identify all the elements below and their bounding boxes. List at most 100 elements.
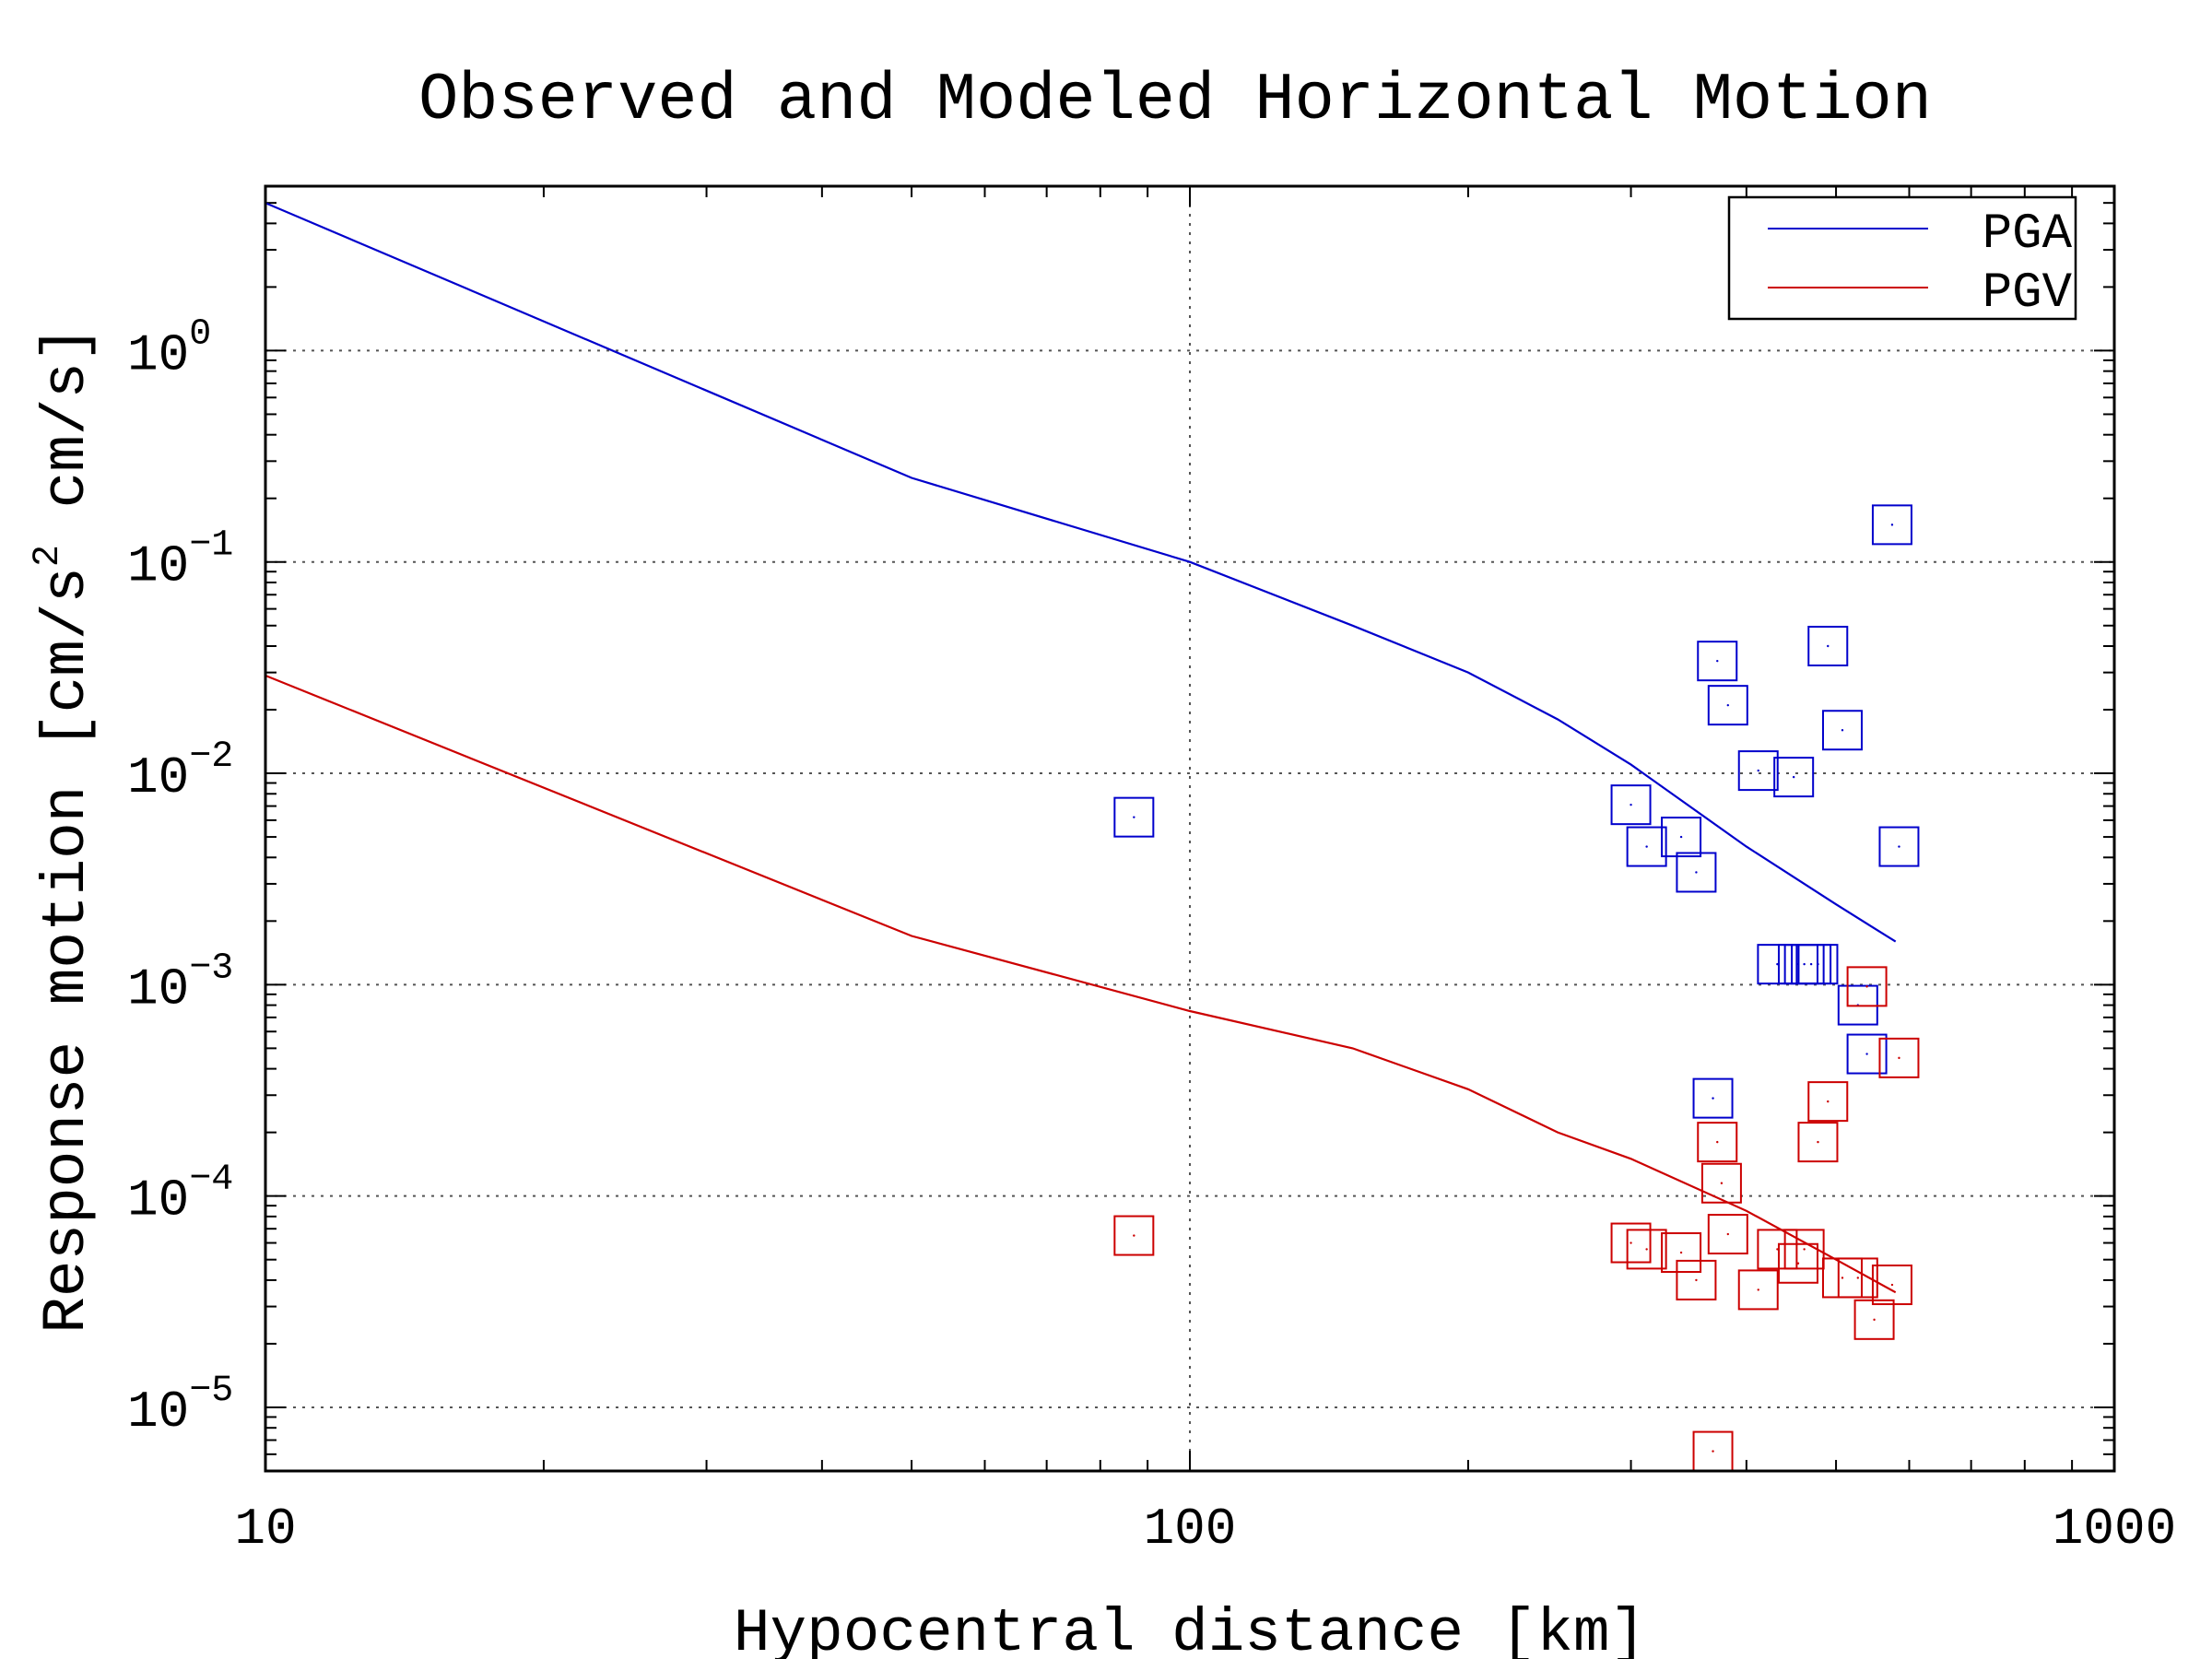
y-tick-exponent: −1 [189, 525, 233, 567]
data-point-center [1898, 1056, 1900, 1060]
legend-label-pgv: PGV [1983, 265, 2073, 322]
data-point-marker [1692, 1077, 1734, 1119]
y-tick-base: 10 [127, 537, 189, 596]
legend-box [1727, 195, 2077, 321]
legend-label-pga: PGA [1983, 206, 2073, 263]
y-tick-exponent: 0 [189, 313, 211, 355]
y-tick-label: 10−3 [127, 947, 233, 1018]
y-tick-base: 10 [127, 1171, 189, 1230]
data-point-center [1679, 1251, 1683, 1254]
data-point-center [1757, 1288, 1759, 1291]
data-point-center [1133, 1234, 1135, 1237]
data-point-marker [1773, 757, 1815, 798]
data-point-marker [1807, 1081, 1849, 1123]
series-pga [265, 202, 1897, 943]
y-tick-label: 10−1 [127, 525, 233, 596]
y-axis-label-suffix: cm/s] [32, 325, 101, 545]
data-point-marker [1113, 796, 1155, 838]
y-axis-label-prefix: Response motion [cm/s [32, 567, 101, 1334]
data-point-center [1712, 1450, 1714, 1453]
x-tick-label: 10 [234, 1500, 296, 1559]
data-point-center [1817, 962, 1819, 966]
data-point-center [1898, 845, 1900, 848]
plot-frame [264, 184, 2116, 1473]
data-point-center [1630, 1241, 1632, 1244]
data-point-center [1716, 1140, 1719, 1144]
y-tick-label: 10−2 [127, 736, 233, 807]
series-pgv-observed [1113, 966, 1920, 1471]
data-point-center [1856, 1277, 1860, 1279]
data-point-marker [1878, 1037, 1920, 1078]
data-point-marker [1846, 1033, 1888, 1075]
legend: PGA PGV [1727, 195, 2077, 322]
y-tick-base: 10 [127, 748, 189, 807]
y-tick-base: 10 [127, 1382, 189, 1441]
axis-ticks [265, 185, 2115, 1471]
data-point-marker [1783, 1229, 1825, 1270]
data-point-marker [1676, 852, 1717, 893]
y-tick-base: 10 [127, 959, 189, 1018]
x-tick-label: 100 [1144, 1500, 1237, 1559]
data-point-marker [1626, 1229, 1667, 1270]
y-tick-exponent: −5 [189, 1371, 233, 1412]
data-point-marker [1871, 504, 1912, 546]
data-point-center [1841, 1277, 1844, 1279]
data-point-center [1792, 775, 1795, 779]
y-axis-label-sup: 2 [28, 545, 69, 567]
data-point-center [1133, 816, 1135, 818]
data-point-center [1809, 962, 1813, 966]
data-point-marker [1661, 817, 1702, 858]
data-point-center [1890, 524, 1894, 526]
series-line [265, 674, 1897, 1294]
y-tick-label: 10−4 [127, 1159, 233, 1230]
series-layer [265, 202, 1920, 1471]
data-point-marker [1707, 685, 1748, 726]
series-pga-observed [1113, 504, 1920, 1119]
data-point-center [1726, 1232, 1730, 1236]
y-tick-label: 10−5 [127, 1371, 233, 1441]
data-point-center [1679, 835, 1683, 839]
data-point-center [1796, 1262, 1800, 1265]
data-point-marker [1113, 1215, 1155, 1256]
data-point-marker [1871, 1265, 1912, 1306]
data-point-marker [1661, 1232, 1702, 1274]
data-point-center [1630, 803, 1632, 806]
y-axis-label: Response motion [cm/s2 cm/s] [28, 325, 101, 1333]
data-point-marker [1700, 1162, 1742, 1204]
data-point-center [1720, 1182, 1724, 1184]
data-point-center [1695, 1278, 1698, 1282]
x-axis-label: Hypocentral distance [km] [734, 1599, 1646, 1659]
data-point-marker [1846, 966, 1888, 1007]
data-point-center [1645, 845, 1648, 848]
data-point-marker [1757, 944, 1798, 985]
data-point-center [1827, 644, 1830, 648]
series-pgv [265, 674, 1897, 1294]
data-point-center [1817, 1140, 1819, 1144]
data-point-marker [1853, 1299, 1895, 1340]
data-point-center [1890, 1283, 1894, 1287]
y-tick-exponent: −2 [189, 736, 233, 778]
data-point-center [1716, 659, 1719, 663]
y-tick-exponent: −3 [189, 947, 233, 989]
data-point-marker [1610, 784, 1652, 826]
data-point-marker [1737, 750, 1779, 792]
data-point-marker [1697, 1122, 1738, 1163]
data-point-center [1803, 962, 1806, 966]
data-point-marker [1797, 1122, 1839, 1163]
data-point-marker [1626, 826, 1667, 867]
data-point-center [1865, 1053, 1868, 1055]
x-tick-label: 1000 [2053, 1500, 2176, 1559]
x-tick-labels: 10 100 1000 [234, 1500, 2176, 1559]
series-line [265, 202, 1897, 943]
data-point-center [1712, 1097, 1714, 1100]
data-point-marker [1797, 944, 1839, 985]
data-point-center [1803, 1248, 1806, 1251]
data-point-center [1827, 1100, 1830, 1103]
data-point-marker [1807, 625, 1849, 666]
data-point-center [1695, 871, 1698, 874]
data-point-marker [1676, 1259, 1717, 1300]
data-point-marker [1737, 1269, 1779, 1311]
chart-title: Observed and Modeled Horizontal Motion [418, 63, 1932, 138]
